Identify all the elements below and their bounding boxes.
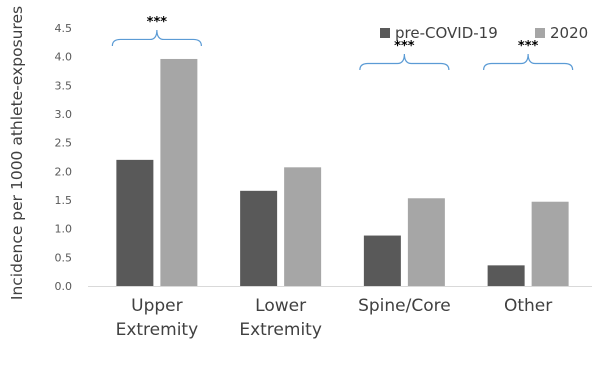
x-tick-label: Lower bbox=[255, 296, 306, 316]
y-tick-label: 0.0 bbox=[55, 280, 73, 293]
bar-2020-0 bbox=[160, 58, 198, 287]
significance-annotations: *** *** *** bbox=[111, 15, 574, 71]
x-tick-label: Upper bbox=[131, 296, 182, 316]
y-tick-label: 0.5 bbox=[55, 251, 73, 264]
y-tick-label: 3.5 bbox=[55, 79, 73, 92]
bar-2020-2 bbox=[407, 198, 445, 286]
significance-bracket bbox=[359, 53, 450, 71]
x-tick-label: Other bbox=[504, 296, 552, 316]
significance-stars: *** bbox=[518, 39, 539, 54]
y-tick-label: 4.5 bbox=[55, 22, 73, 35]
significance-bracket bbox=[483, 53, 574, 71]
x-tick-label: Extremity bbox=[239, 320, 322, 340]
legend-swatch bbox=[535, 28, 545, 38]
legend-label: 2020 bbox=[550, 24, 588, 42]
bar-2020-3 bbox=[531, 201, 569, 286]
bar-pre-covid-3 bbox=[487, 265, 525, 286]
y-tick-label: 1.0 bbox=[55, 223, 73, 236]
y-axis-label: Incidence per 1000 athlete-exposures bbox=[8, 6, 26, 300]
y-tick-label: 3.0 bbox=[55, 108, 73, 121]
x-tick-label: Extremity bbox=[116, 320, 199, 340]
x-tick-label: Spine/Core bbox=[358, 296, 451, 316]
significance-bracket bbox=[111, 29, 202, 46]
y-tick-label: 4.0 bbox=[55, 51, 73, 64]
x-axis-labels: Upper Extremity Lower Extremity Spine/Core Ot… bbox=[116, 296, 553, 340]
y-tick-label: 1.5 bbox=[55, 194, 73, 207]
y-tick-label: 2.0 bbox=[55, 165, 73, 178]
y-axis-ticks: 0.0 0.5 1.0 1.5 2.0 2.5 3.0 3.5 4.0 4.5 bbox=[55, 22, 73, 293]
significance-stars: *** bbox=[394, 39, 415, 54]
legend-label: pre-COVID-19 bbox=[395, 24, 498, 42]
bar-pre-covid-2 bbox=[363, 235, 401, 286]
bars bbox=[116, 58, 569, 287]
bar-pre-covid-1 bbox=[240, 190, 278, 286]
y-tick-label: 2.5 bbox=[55, 137, 73, 150]
legend-swatch bbox=[380, 28, 390, 38]
bar-pre-covid-0 bbox=[116, 159, 154, 286]
legend: pre-COVID-19 2020 bbox=[380, 24, 588, 42]
bar-2020-1 bbox=[284, 167, 322, 286]
significance-stars: *** bbox=[147, 15, 168, 30]
